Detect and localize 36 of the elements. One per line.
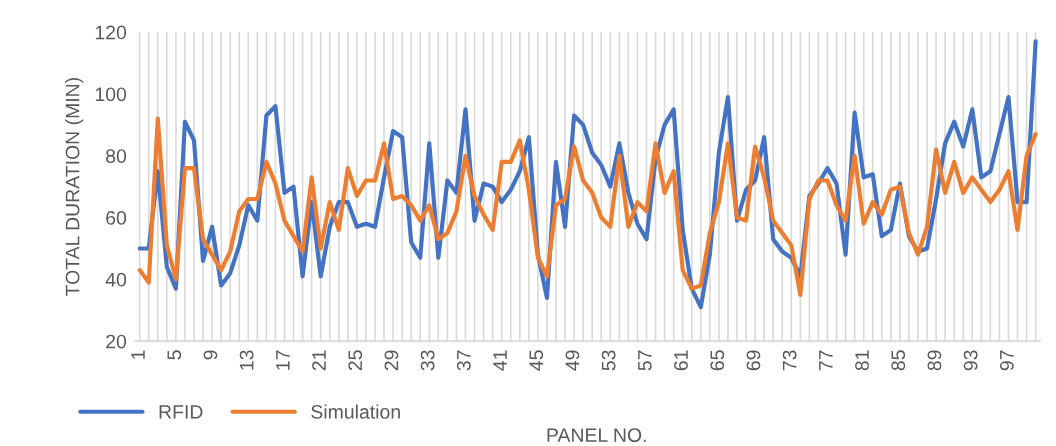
y-tick-label: 80	[106, 149, 127, 163]
x-axis-title: PANEL NO.	[547, 428, 646, 443]
x-tick-label: 37	[456, 350, 471, 371]
x-tick-label: 13	[239, 350, 254, 370]
y-tick-label: 20	[106, 334, 127, 349]
x-tick-label: 57	[638, 350, 652, 371]
x-tick-label: 61	[674, 350, 688, 371]
x-tick-label: 53	[601, 350, 616, 371]
y-tick-label: 120	[95, 25, 127, 40]
x-tick-label: 5	[167, 350, 182, 360]
y-axis-title: TOTAL DURATION (MIN)	[65, 78, 84, 297]
x-tick-label: 41	[493, 350, 507, 371]
x-tick-label: 1	[131, 350, 145, 359]
y-tick-label: 100	[95, 87, 127, 102]
legend-label: RFID	[159, 405, 203, 419]
line-series	[137, 116, 1038, 297]
x-tick-label: 9	[203, 350, 218, 360]
y-tick-label: 40	[105, 272, 127, 287]
x-tick-label: 33	[420, 350, 435, 371]
x-tick-label: 25	[348, 350, 363, 371]
x-tick-label: 69	[746, 350, 761, 371]
x-tick-label: 45	[529, 350, 544, 371]
x-tick-label: 65	[710, 350, 725, 371]
legend-label: Simulation	[311, 404, 400, 419]
x-tick-label: 73	[782, 350, 797, 371]
x-tick-label: 49	[565, 350, 580, 371]
x-tick-label: 29	[384, 350, 399, 371]
x-tick-label: 85	[891, 350, 906, 371]
y-tick-label: 60	[106, 211, 127, 225]
x-tick-label: 77	[819, 350, 833, 371]
x-tick-label: 89	[927, 350, 942, 371]
x-tick-label: 21	[312, 350, 326, 371]
x-tick-label: 81	[855, 350, 869, 371]
x-tick-label: 17	[276, 350, 290, 370]
x-tick-label: 97	[999, 350, 1014, 371]
x-tick-label: 93	[963, 350, 978, 371]
